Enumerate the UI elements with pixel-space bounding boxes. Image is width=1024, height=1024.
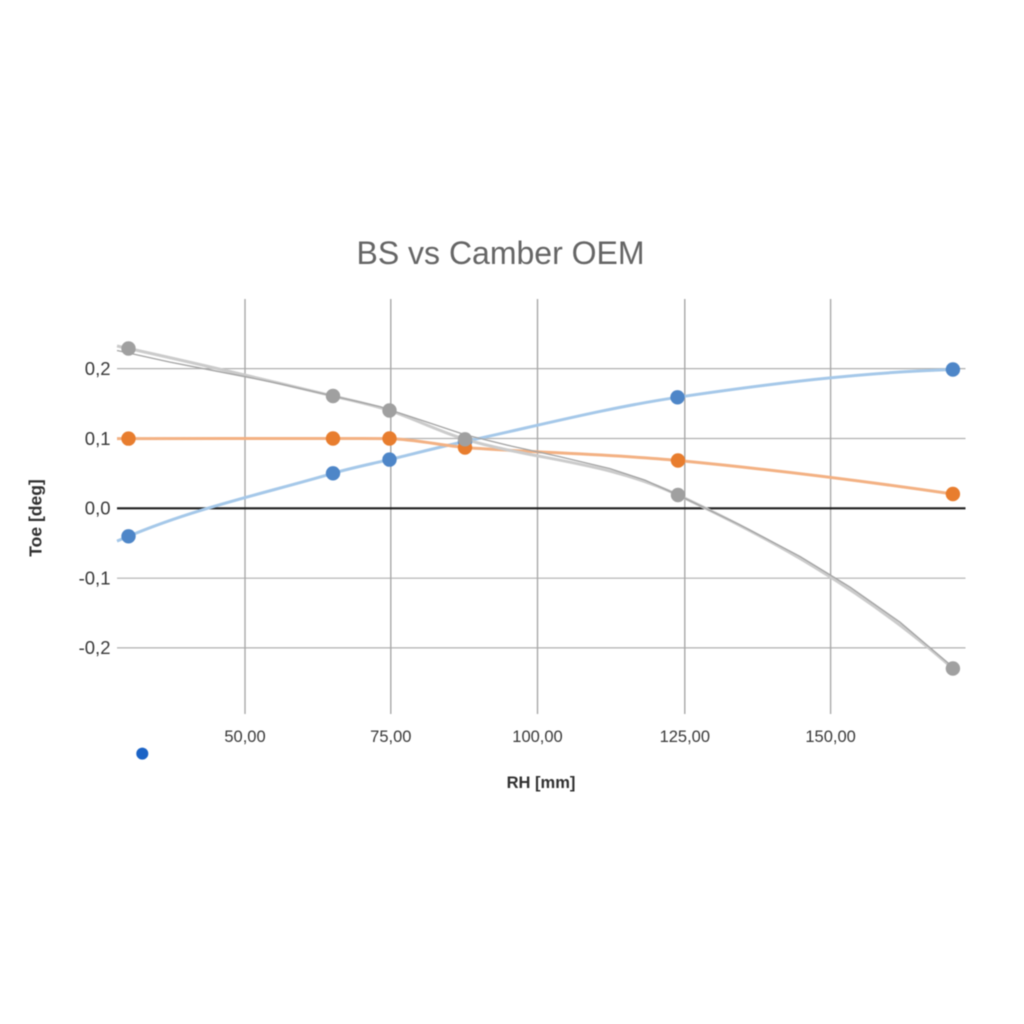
svg-text:125,00: 125,00 bbox=[660, 728, 710, 746]
svg-text:RH [mm]: RH [mm] bbox=[507, 774, 576, 792]
svg-text:0,0: 0,0 bbox=[85, 498, 111, 519]
svg-text:150,00: 150,00 bbox=[805, 728, 855, 746]
svg-text:0,2: 0,2 bbox=[85, 358, 111, 379]
svg-text:Toe [deg]: Toe [deg] bbox=[26, 479, 46, 556]
svg-text:0,1: 0,1 bbox=[85, 428, 111, 449]
svg-text:-0,2: -0,2 bbox=[79, 637, 111, 658]
svg-text:50,00: 50,00 bbox=[224, 728, 265, 746]
svg-text:BS vs Camber OEM: BS vs Camber OEM bbox=[356, 235, 644, 271]
svg-text:-0,1: -0,1 bbox=[79, 568, 111, 589]
svg-text:75,00: 75,00 bbox=[370, 728, 411, 746]
svg-text:100,00: 100,00 bbox=[512, 728, 562, 746]
